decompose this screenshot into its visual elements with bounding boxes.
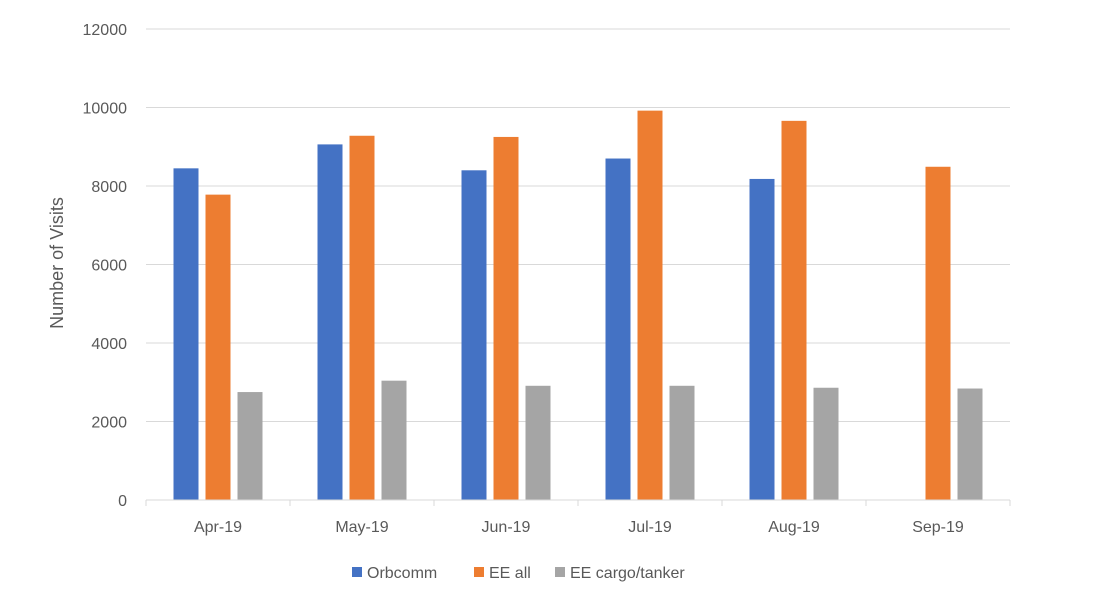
y-tick-label: 2000 [91, 415, 127, 432]
bar-ee-cargo-tanker-apr-19 [237, 392, 263, 500]
legend: Orbcomm EE all EE cargo/tanker [352, 565, 685, 582]
legend-swatch [352, 567, 362, 577]
y-tick-label: 12000 [83, 22, 128, 39]
y-tick-label: 4000 [91, 336, 127, 353]
bar-ee-cargo-tanker-aug-19 [813, 387, 839, 500]
bar-ee-cargo-tanker-jul-19 [669, 385, 695, 500]
legend-swatch [474, 567, 484, 577]
y-tick-label: 0 [118, 493, 127, 510]
bar-orbcomm-jun-19 [461, 170, 487, 501]
x-tick-label: Aug-19 [768, 519, 820, 536]
bar-ee-cargo-tanker-sep-19 [957, 388, 983, 500]
y-tick-label: 10000 [83, 101, 128, 118]
y-tick-label: 6000 [91, 258, 127, 275]
bar-ee-cargo-tanker-jun-19 [525, 385, 551, 500]
x-tick-label: Sep-19 [912, 519, 964, 536]
bar-ee-all-aug-19 [781, 120, 807, 500]
bar-ee-all-jul-19 [637, 110, 663, 500]
bar-ee-all-may-19 [349, 135, 375, 500]
bar-orbcomm-apr-19 [173, 168, 199, 500]
bar-orbcomm-aug-19 [749, 178, 775, 500]
x-tick-label: Jul-19 [628, 519, 672, 536]
y-axis-title: Number of Visits [47, 197, 67, 329]
bars [173, 110, 983, 501]
bar-ee-cargo-tanker-may-19 [381, 380, 407, 500]
bar-orbcomm-may-19 [317, 144, 343, 500]
bar-orbcomm-jul-19 [605, 158, 631, 500]
legend-swatch [555, 567, 565, 577]
x-axis-ticks: Apr-19 May-19 Jun-19 Jul-19 Aug-19 Sep-19 [145, 500, 1011, 536]
gridlines [146, 28, 1010, 422]
bar-ee-all-sep-19 [925, 166, 951, 500]
y-axis-ticks: 0 2000 4000 6000 8000 10000 12000 [83, 22, 128, 510]
bar-ee-all-jun-19 [493, 136, 519, 500]
legend-label: EE cargo/tanker [570, 565, 685, 582]
bar-ee-all-apr-19 [205, 194, 231, 500]
x-tick-label: Jun-19 [482, 519, 531, 536]
x-tick-label: May-19 [335, 519, 388, 536]
y-tick-label: 8000 [91, 179, 127, 196]
x-tick-label: Apr-19 [194, 519, 242, 536]
legend-label: Orbcomm [367, 565, 437, 582]
legend-label: EE all [489, 565, 531, 582]
